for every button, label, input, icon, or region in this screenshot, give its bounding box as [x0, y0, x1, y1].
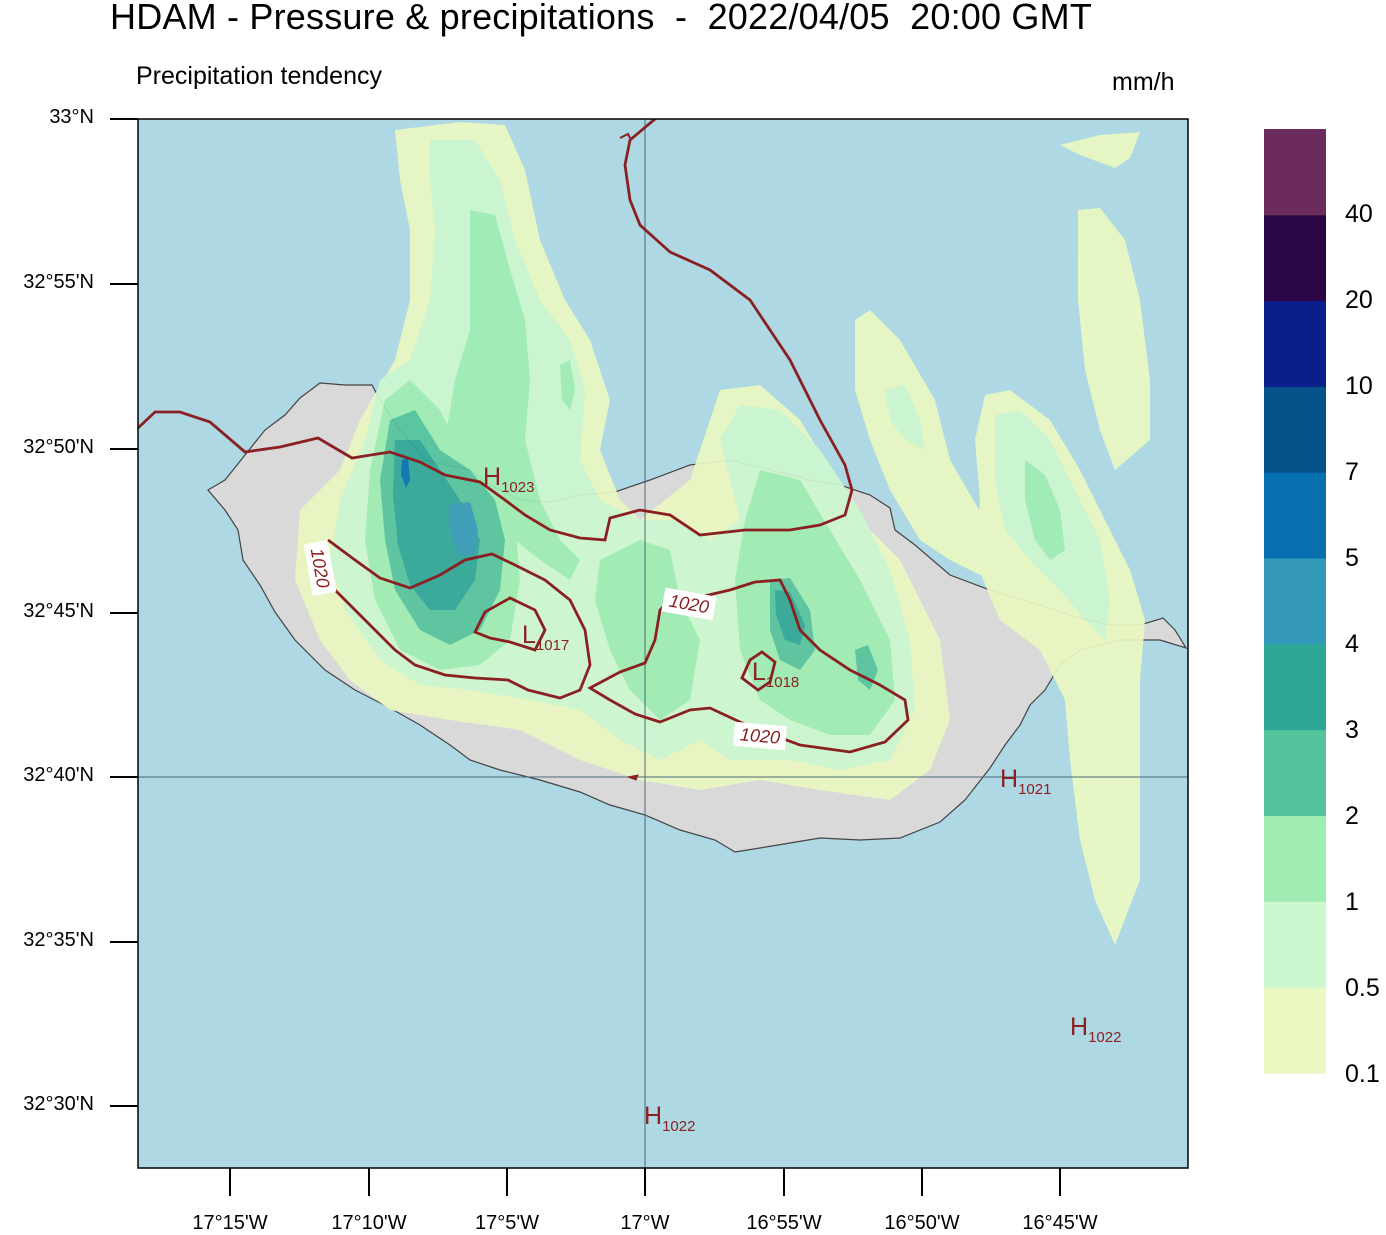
lon-label: 17°5'W: [474, 1212, 540, 1234]
colorbar-swatch: [1264, 386, 1326, 473]
colorbar-label: 2: [1345, 802, 1359, 830]
colorbar: [1264, 129, 1326, 1074]
isobar-label-1: 1020: [303, 540, 337, 596]
center-value: 1021: [1018, 781, 1051, 798]
lon-label: 17°15'W: [192, 1212, 268, 1234]
colorbar-swatch: [1264, 643, 1326, 731]
lat-label: 32°40'N: [23, 764, 94, 786]
colorbar-label: 4: [1345, 630, 1359, 658]
lon-label: 17°10'W: [331, 1212, 407, 1234]
colorbar-label: 7: [1345, 458, 1359, 486]
colorbar-swatch: [1264, 815, 1326, 902]
colorbar-label: 3: [1345, 716, 1359, 744]
colorbar-label: 40: [1345, 200, 1373, 228]
colorbar-swatch: [1264, 558, 1326, 645]
lon-label: 16°55'W: [746, 1212, 822, 1234]
pressure-center-l-1018: L1018: [752, 658, 799, 691]
pressure-center-h-1021: H1021: [1000, 765, 1051, 798]
colorbar-swatch: [1264, 901, 1326, 988]
map-frame: [137, 118, 1189, 1169]
chart-title: HDAM - Pressure & precipitations - 2022/…: [110, 0, 1093, 37]
colorbar-label: 5: [1345, 544, 1359, 572]
colorbar-label: 0.5: [1345, 974, 1380, 1002]
center-type: H: [1000, 765, 1018, 793]
lat-label: 33°N: [49, 106, 94, 128]
lat-label: 32°50'N: [23, 436, 94, 458]
colorbar-swatch: [1264, 214, 1326, 302]
center-type: H: [644, 1102, 662, 1130]
center-value: 1022: [662, 1118, 695, 1135]
isobar-label-text-3: 1020: [739, 724, 781, 747]
lat-label: 32°30'N: [23, 1093, 94, 1115]
isobar-label-2: 1020: [661, 587, 717, 621]
lon-label: 17°W: [620, 1212, 670, 1234]
lat-label: 32°35'N: [23, 929, 94, 951]
isobars: [138, 119, 910, 781]
colorbar-label: 10: [1345, 372, 1373, 400]
center-type: H: [1070, 1013, 1088, 1041]
pressure-center-h-1022-east: H1022: [1070, 1013, 1121, 1046]
precip-contours: [295, 122, 1150, 945]
colorbar-label: 20: [1345, 286, 1373, 314]
center-type: H: [483, 463, 501, 491]
pressure-center-l-1017: L1017: [522, 621, 569, 654]
center-value: 1022: [1088, 1029, 1121, 1046]
lon-label: 16°50'W: [884, 1212, 960, 1234]
colorbar-swatch: [1264, 472, 1326, 559]
axis-ticks: [110, 118, 1061, 1196]
colorbar-swatch: [1264, 987, 1326, 1074]
center-value: 1017: [536, 637, 569, 654]
chart-subtitle: Precipitation tendency: [136, 62, 382, 90]
units-label: mm/h: [1112, 68, 1175, 96]
center-value: 1018: [766, 674, 799, 691]
pressure-center-h-1022-south: H1022: [644, 1102, 695, 1135]
center-type: L: [522, 621, 536, 649]
lat-label: 32°55'N: [23, 271, 94, 293]
colorbar-label: 1: [1345, 888, 1359, 916]
colorbar-swatch: [1264, 729, 1326, 817]
colorbar-swatch: [1264, 300, 1326, 387]
pressure-center-h-1023: H1023: [483, 463, 534, 496]
colorbar-label: 0.1: [1345, 1060, 1380, 1088]
lat-label: 32°45'N: [23, 600, 94, 622]
center-type: L: [752, 658, 766, 686]
colorbar-swatch: [1264, 129, 1326, 216]
isobar-label-3: 1020: [733, 721, 787, 751]
center-value: 1023: [501, 479, 534, 496]
lon-label: 16°45'W: [1022, 1212, 1098, 1234]
